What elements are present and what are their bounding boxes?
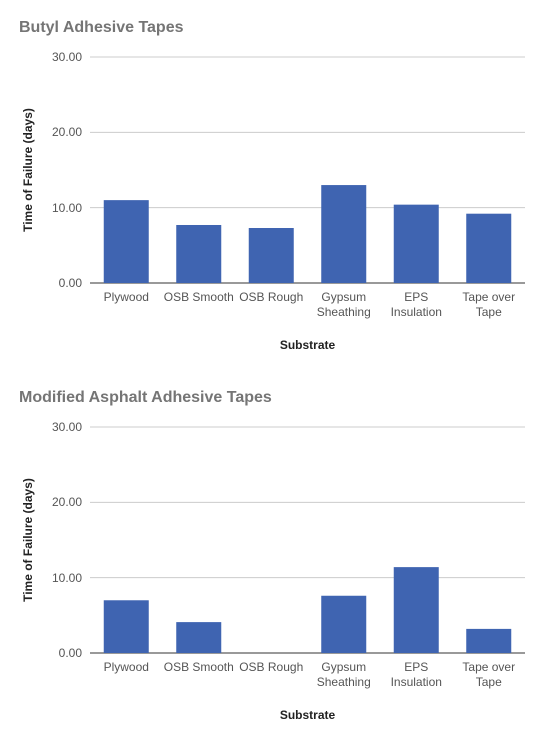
- bar: [176, 622, 222, 653]
- y-tick-label: 30.00: [51, 50, 82, 64]
- x-tick-label: OSB Smooth: [163, 290, 234, 304]
- y-tick-label: 30.00: [51, 420, 82, 434]
- x-tick-label: Plywood: [103, 290, 149, 304]
- y-tick-label: 0.00: [58, 276, 82, 290]
- bar: [321, 185, 367, 283]
- x-tick-label: OSB Smooth: [163, 660, 234, 674]
- x-tick-label: Gypsum Sheathing: [316, 290, 371, 319]
- y-tick-label: 10.00: [51, 200, 82, 215]
- x-tick-label: Gypsum Sheathing: [316, 660, 371, 689]
- chart-title: Butyl Adhesive Tapes: [19, 19, 184, 36]
- x-tick-label: OSB Rough: [239, 290, 304, 304]
- chart-title: Modified Asphalt Adhesive Tapes: [19, 389, 272, 406]
- x-tick-label: EPS Insulation: [390, 290, 442, 319]
- x-tick-label: EPS Insulation: [390, 660, 442, 689]
- bar: [176, 224, 222, 283]
- y-axis-title: Time of Failure (days): [21, 478, 35, 602]
- y-tick-label: 10.00: [51, 570, 82, 585]
- x-tick-label: Plywood: [103, 660, 149, 674]
- bar: [103, 200, 149, 283]
- y-tick-label: 20.00: [51, 125, 82, 140]
- x-axis-title: Substrate: [279, 338, 336, 352]
- x-axis-title: Substrate: [279, 708, 336, 722]
- bar: [393, 204, 439, 283]
- bar: [248, 228, 294, 283]
- y-tick-label: 0.00: [58, 646, 82, 660]
- x-tick-label: OSB Rough: [239, 660, 304, 674]
- y-tick-label: 20.00: [51, 495, 82, 510]
- bar: [393, 567, 439, 653]
- bar: [103, 600, 149, 653]
- bar: [466, 628, 512, 653]
- x-tick-label: Tape over Tape: [462, 290, 516, 319]
- bar: [321, 595, 367, 653]
- y-axis-title: Time of Failure (days): [21, 108, 35, 232]
- x-tick-label: Tape over Tape: [462, 660, 516, 689]
- bar: [466, 213, 512, 283]
